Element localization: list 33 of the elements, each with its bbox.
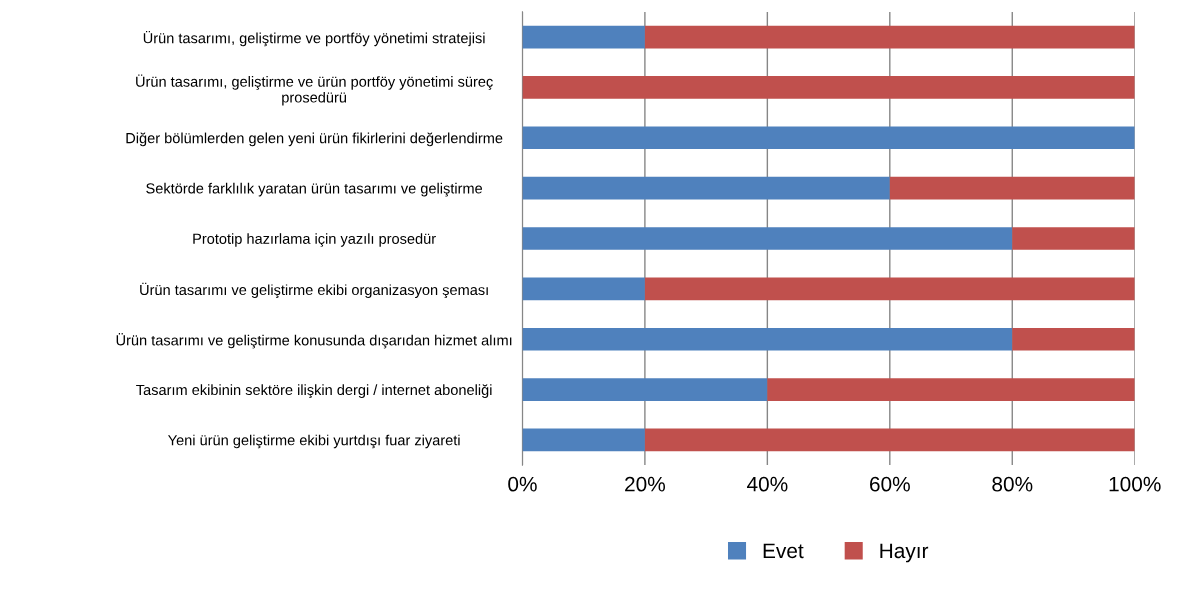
y-tick-label: Yeni ürün geliştirme ekibi yurtdışı fuar ziyareti: [168, 434, 460, 449]
y-tick-label: Tasarım ekibinin sektöre ilişkin dergi / internet aboneliği: [136, 384, 492, 399]
bar: [644, 428, 1135, 452]
x-tick-label: 60%: [870, 476, 910, 492]
bar: [522, 378, 768, 401]
bar: [522, 76, 1135, 99]
y-tick-label: Diğer bölümlerden gelen yeni ürün fikirlerini değerlendirme: [126, 132, 503, 147]
bar: [522, 327, 1013, 351]
bar: [644, 277, 1135, 301]
bar: [522, 227, 1013, 250]
bar: [522, 126, 1135, 150]
bar: [1012, 327, 1135, 351]
x-tick-label: 100%: [1109, 476, 1161, 492]
bar: [522, 428, 645, 452]
y-tick-label: Prototip hazırlama için yazılı prosedür: [193, 233, 436, 247]
y-tick-label: Ürün tasarımı, geliştirme ve ürün portföy yönetimi süreç prosedürü: [136, 74, 493, 106]
legend-label: Evet: [763, 543, 804, 559]
y-tick-label: Ürün tasarımı ve geliştirme konusunda dışarıdan hizmet alımı: [116, 333, 512, 349]
x-tick-label: 80%: [992, 476, 1033, 492]
bar: [889, 176, 1135, 200]
bar: [522, 25, 645, 49]
x-tick-label: 20%: [625, 476, 666, 492]
x-tick-label: 40%: [746, 476, 788, 492]
bar: [1012, 227, 1135, 250]
x-tick-label: 0%: [508, 476, 537, 492]
y-tick-label: Ürün tasarımı ve geliştirme ekibi organizasyon şeması: [140, 282, 488, 299]
bar: [522, 277, 645, 301]
y-tick-label: Sektörde farklılık yaratan ürün tasarımı ve geliştirme: [146, 182, 483, 197]
bar: [767, 378, 1135, 401]
y-tick-label: Ürün tasarımı, geliştirme ve portföy yönetimi stratejisi: [143, 30, 485, 47]
bar: [644, 25, 1135, 49]
legend-label: Hayır: [880, 543, 929, 563]
bar: [522, 176, 890, 200]
